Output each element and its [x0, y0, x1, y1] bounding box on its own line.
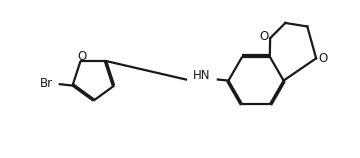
Text: HN: HN [193, 69, 211, 82]
Text: Br: Br [40, 77, 53, 90]
Text: O: O [319, 52, 328, 65]
Text: O: O [78, 50, 87, 63]
Text: O: O [259, 30, 269, 43]
